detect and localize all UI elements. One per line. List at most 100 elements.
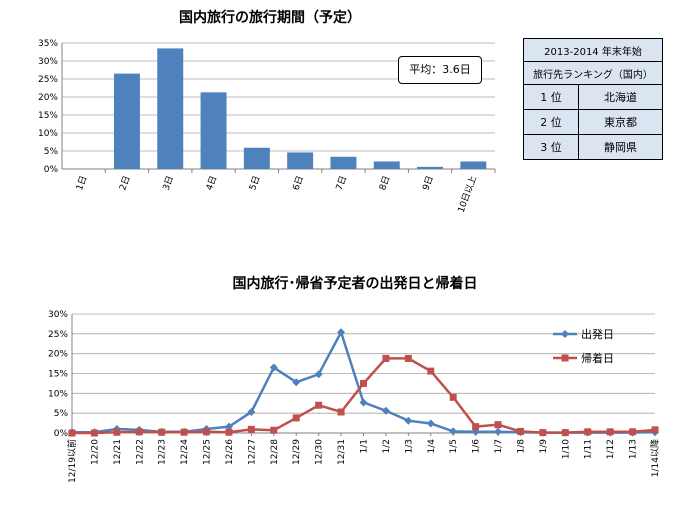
data-point bbox=[359, 398, 368, 407]
line-chart-title: 国内旅行･帰省予定者の出発日と帰着日 bbox=[233, 275, 478, 292]
bar bbox=[200, 92, 227, 169]
bar bbox=[460, 161, 487, 169]
y-tick-label: 5% bbox=[44, 147, 59, 157]
data-point bbox=[449, 427, 458, 436]
ranking-destination: 東京都 bbox=[578, 109, 663, 135]
data-point bbox=[381, 406, 390, 415]
data-point bbox=[449, 393, 457, 401]
bar bbox=[113, 73, 140, 169]
data-point bbox=[292, 378, 301, 387]
data-point bbox=[427, 367, 435, 375]
data-point bbox=[135, 428, 143, 436]
data-point bbox=[203, 428, 211, 436]
ranking-position: 1 位 bbox=[523, 84, 579, 110]
bar bbox=[330, 156, 357, 169]
x-tick-label: 1/5 bbox=[449, 439, 459, 453]
data-point bbox=[247, 425, 255, 433]
x-tick-label: 1/4 bbox=[427, 439, 437, 454]
ranking-destination: 静岡県 bbox=[578, 134, 663, 160]
data-point bbox=[68, 429, 76, 437]
x-tick-label: 12/31 bbox=[337, 439, 347, 465]
data-point bbox=[158, 428, 166, 436]
x-tick-label: 12/28 bbox=[270, 439, 280, 465]
x-tick-label: 1/6 bbox=[472, 439, 482, 454]
x-tick-label: 1/7 bbox=[494, 439, 504, 453]
y-tick-label: 25% bbox=[38, 75, 58, 85]
ranking-row: 3 位 静岡県 bbox=[523, 134, 663, 160]
data-point bbox=[270, 426, 278, 434]
destination-ranking-table: 2013-2014 年末年始 旅行先ランキング（国内） 1 位 北海道 2 位 … bbox=[523, 38, 663, 160]
x-tick-label: 12/21 bbox=[113, 439, 123, 465]
x-tick-label: 12/23 bbox=[158, 439, 168, 465]
bar-chart-title: 国内旅行の旅行期間（予定） bbox=[179, 9, 361, 26]
data-point bbox=[494, 421, 502, 429]
legend-marker bbox=[561, 330, 569, 338]
data-point bbox=[315, 401, 323, 409]
x-tick-label: 3日 bbox=[161, 174, 176, 192]
data-point bbox=[360, 379, 367, 387]
ranking-row: 1 位 北海道 bbox=[523, 84, 663, 110]
x-tick-label: 1/14以降 bbox=[649, 439, 661, 477]
data-point bbox=[539, 429, 547, 437]
data-point bbox=[90, 429, 98, 437]
data-point bbox=[224, 422, 233, 431]
x-tick-label: 1/10 bbox=[561, 439, 571, 459]
average-duration-label: 平均：3.6日 bbox=[409, 63, 471, 76]
y-tick-label: 15% bbox=[48, 370, 68, 380]
line-chart: 0% 5% 10% 15% 20% 25% 30% 12/19以前 12/20 12/21 12/2… bbox=[48, 310, 661, 483]
data-point bbox=[629, 428, 637, 436]
data-point bbox=[337, 408, 345, 416]
data-point bbox=[292, 414, 300, 422]
x-tick-label: 1/2 bbox=[382, 439, 392, 453]
ranking-header-line2: 旅行先ランキング（国内） bbox=[523, 61, 663, 85]
y-tick-label: 20% bbox=[38, 93, 58, 103]
bar bbox=[243, 147, 270, 169]
x-tick-label: 12/24 bbox=[180, 439, 190, 465]
x-tick-label: 12/29 bbox=[292, 439, 302, 465]
bar bbox=[373, 161, 400, 169]
x-tick-label: 1/8 bbox=[516, 439, 526, 454]
x-tick-label: 12/20 bbox=[90, 439, 100, 465]
x-tick-label: 1/13 bbox=[629, 439, 639, 459]
ranking-header-line1: 2013-2014 年末年始 bbox=[523, 38, 663, 62]
ranking-destination: 北海道 bbox=[578, 84, 663, 110]
data-point bbox=[472, 423, 480, 431]
x-tick-label: 2日 bbox=[117, 174, 132, 192]
x-tick-label: 5日 bbox=[247, 174, 262, 192]
data-point bbox=[337, 328, 346, 337]
series-line bbox=[72, 357, 656, 435]
ranking-row: 2 位 東京都 bbox=[523, 109, 663, 135]
data-point bbox=[404, 416, 413, 425]
y-tick-label: 0% bbox=[54, 429, 69, 439]
data-point bbox=[180, 428, 188, 436]
data-point bbox=[561, 429, 569, 437]
data-point bbox=[113, 428, 121, 436]
x-tick-label: 12/26 bbox=[225, 439, 235, 465]
y-tick-label: 25% bbox=[48, 330, 68, 340]
x-tick-label: 9日 bbox=[420, 174, 435, 192]
data-point bbox=[494, 427, 503, 436]
y-tick-label: 15% bbox=[38, 111, 58, 121]
data-point bbox=[516, 427, 524, 435]
data-point bbox=[225, 428, 233, 436]
data-point bbox=[314, 370, 323, 379]
data-point bbox=[584, 428, 592, 436]
data-point bbox=[269, 363, 278, 372]
y-tick-label: 30% bbox=[48, 310, 68, 320]
y-tick-label: 35% bbox=[38, 39, 58, 49]
bar bbox=[157, 48, 184, 169]
x-tick-label: 1日 bbox=[74, 174, 89, 192]
x-tick-label: 1/11 bbox=[584, 439, 594, 459]
y-tick-label: 10% bbox=[38, 129, 58, 139]
legend-label: 帰着日 bbox=[581, 351, 614, 365]
x-tick-label: 10日以上 bbox=[456, 174, 479, 214]
x-tick-label: 12/30 bbox=[315, 439, 325, 465]
bar bbox=[287, 152, 314, 169]
x-tick-label: 12/27 bbox=[247, 439, 257, 465]
data-point bbox=[651, 426, 659, 434]
x-tick-label: 12/22 bbox=[135, 439, 145, 465]
y-tick-label: 0% bbox=[44, 165, 59, 175]
data-point bbox=[247, 407, 256, 416]
x-tick-label: 1/9 bbox=[539, 439, 549, 454]
y-tick-label: 10% bbox=[48, 389, 68, 399]
